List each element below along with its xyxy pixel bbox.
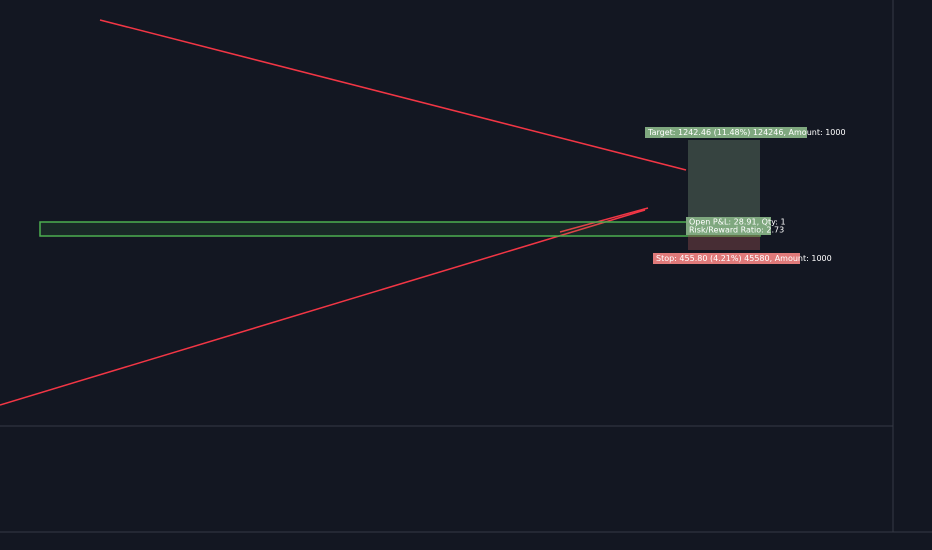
target-label: Target: 1242.46 (11.48%) 124246, Amount:… (647, 128, 846, 137)
overlay: Target: 1242.46 (11.48%) 124246, Amount:… (645, 127, 846, 264)
pl-label-bg (686, 217, 771, 235)
target-label-bg (645, 127, 807, 138)
trend-line (99, 19, 687, 171)
target-zone (688, 140, 760, 220)
risk-reward-label: Risk/Reward Ratio: 2.73 (689, 226, 784, 235)
open-pl-label: Open P&L: 28.91, Qty: 1 (689, 218, 786, 227)
stop-label: Stop: 455.80 (4.21%) 45580, Amount: 1000 (656, 254, 832, 263)
stop-label-bg (653, 253, 800, 264)
trend-line (559, 207, 649, 233)
trend-line (0, 209, 646, 406)
support-zone (39, 221, 761, 237)
